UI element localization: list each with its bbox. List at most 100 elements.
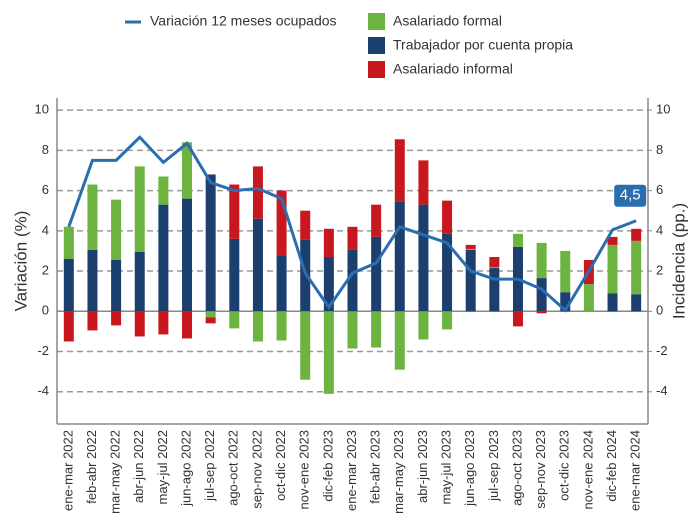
bar xyxy=(631,294,642,312)
y2-tick-label: 2 xyxy=(656,262,663,277)
bar xyxy=(465,249,476,312)
legend-label: Asalariado formal xyxy=(393,13,502,29)
annotation: 4,5 xyxy=(620,187,641,204)
bar xyxy=(252,218,263,312)
bar xyxy=(276,311,287,341)
y2-tick-label: 10 xyxy=(656,102,670,117)
line xyxy=(67,135,637,313)
bar xyxy=(465,248,476,250)
bar xyxy=(111,259,122,312)
y-tick-label: 10 xyxy=(35,102,49,117)
bar xyxy=(442,233,453,312)
x-tick-label: mar-may 2022 xyxy=(108,430,123,514)
x-tick-label: ene-mar 2022 xyxy=(60,430,75,511)
y-axis-title: Variación (%) xyxy=(11,211,30,312)
x-tick-label: feb-abr 2023 xyxy=(368,430,383,504)
bar xyxy=(111,311,122,326)
bar xyxy=(182,311,193,339)
bar xyxy=(229,184,240,239)
bar xyxy=(111,199,122,260)
bar xyxy=(371,204,382,237)
bar xyxy=(560,250,571,293)
bar xyxy=(536,311,547,314)
y2-tick-label: 0 xyxy=(656,303,663,318)
bar xyxy=(442,200,453,234)
bar xyxy=(347,226,358,250)
bar xyxy=(323,311,334,394)
y-tick-label: 8 xyxy=(42,142,49,157)
bar xyxy=(371,236,382,312)
bar xyxy=(418,204,429,312)
bar xyxy=(631,228,642,241)
bar xyxy=(158,204,169,312)
x-tick-label: may-jul 2022 xyxy=(155,430,170,504)
bar xyxy=(134,251,145,312)
bar xyxy=(607,244,618,294)
x-tick-label: feb-abr 2022 xyxy=(84,430,99,504)
bar xyxy=(205,311,216,318)
bar xyxy=(134,311,145,337)
bar xyxy=(512,233,523,247)
bar xyxy=(394,311,405,370)
y2-tick-label: 4 xyxy=(656,222,663,237)
annotation-box xyxy=(614,184,647,207)
bar xyxy=(87,184,98,250)
bar xyxy=(347,249,358,312)
x-tick-label: may-jul 2023 xyxy=(438,430,453,504)
y-tick-label: -2 xyxy=(37,343,49,358)
y-tick-label: 0 xyxy=(42,303,49,318)
bar xyxy=(536,278,547,312)
y2-tick-label: -2 xyxy=(656,343,668,358)
bar xyxy=(87,249,98,312)
bar xyxy=(607,293,618,312)
bar xyxy=(607,236,618,245)
bar xyxy=(442,311,453,330)
bar xyxy=(205,317,216,324)
bar xyxy=(347,311,358,349)
x-tick-label: dic-feb 2023 xyxy=(320,430,335,502)
y2-tick-label: -4 xyxy=(656,383,668,398)
bar xyxy=(252,166,263,219)
legend-label: Trabajador por cuenta propia xyxy=(393,37,573,53)
bar xyxy=(631,240,642,295)
bar xyxy=(394,201,405,312)
y2-axis-title: Incidencia (pp.) xyxy=(669,203,688,319)
x-tick-label: ene-mar 2024 xyxy=(628,430,643,511)
bar xyxy=(489,268,500,312)
y-tick-label: -4 xyxy=(37,383,49,398)
bar xyxy=(512,311,523,327)
bar xyxy=(276,255,287,312)
y-tick-label: 6 xyxy=(42,182,49,197)
bar xyxy=(252,311,263,342)
x-tick-label: sep-nov 2022 xyxy=(249,430,264,509)
bar xyxy=(418,160,429,205)
x-tick-label: oct-dic 2022 xyxy=(273,430,288,501)
bar xyxy=(229,238,240,312)
bar xyxy=(300,210,311,240)
legend-swatch xyxy=(368,61,385,78)
y-tick-label: 4 xyxy=(42,222,49,237)
x-tick-label: nov-ene 2023 xyxy=(297,430,312,510)
legend-label: Variación 12 meses ocupados xyxy=(150,13,337,29)
bar xyxy=(418,311,429,340)
x-tick-label: dic-feb 2024 xyxy=(604,430,619,502)
x-tick-label: abr-jun 2022 xyxy=(131,430,146,503)
x-tick-label: jul-sep 2023 xyxy=(486,430,501,502)
bar xyxy=(300,311,311,380)
bar xyxy=(182,198,193,312)
x-tick-label: jun-ago 2023 xyxy=(462,430,477,507)
legend-swatch xyxy=(368,37,385,54)
y2-tick-label: 8 xyxy=(656,142,663,157)
bar xyxy=(489,256,500,268)
bar xyxy=(158,311,169,335)
x-tick-label: jul-sep 2022 xyxy=(202,430,217,502)
y-tick-label: 2 xyxy=(42,262,49,277)
bar xyxy=(536,242,547,279)
x-tick-label: sep-nov 2023 xyxy=(533,430,548,509)
bar xyxy=(560,292,571,312)
x-tick-label: ago-oct 2022 xyxy=(226,430,241,506)
legend-label: Asalariado informal xyxy=(393,61,513,77)
legend-swatch xyxy=(368,13,385,30)
bar xyxy=(63,226,74,259)
